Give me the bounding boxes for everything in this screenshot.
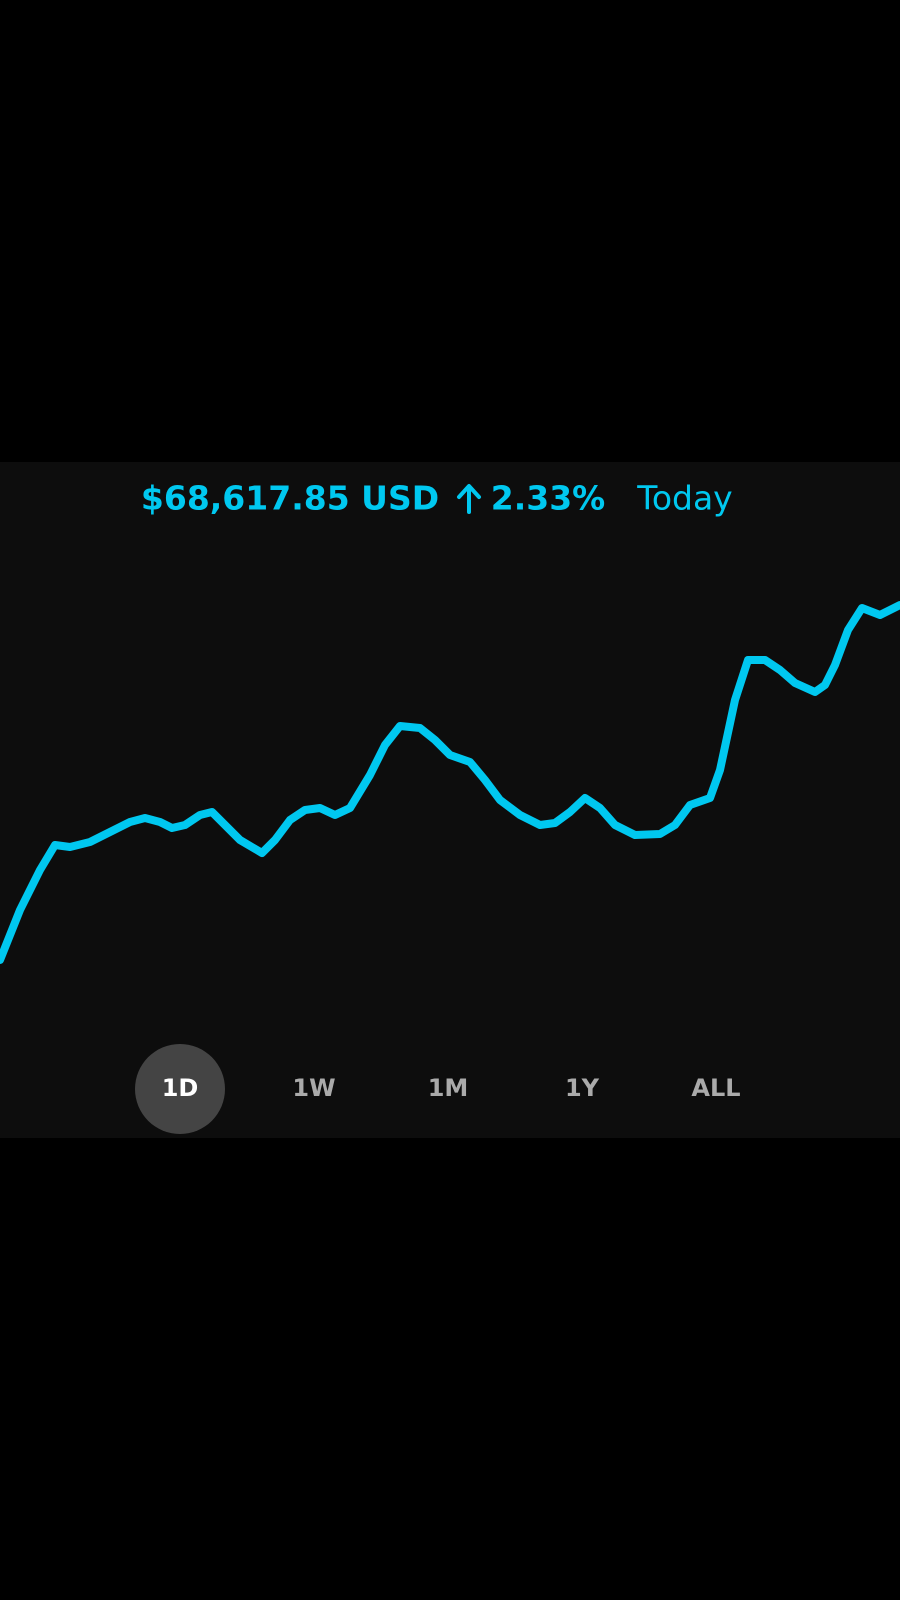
range-button[interactable]: 1W	[292, 1074, 335, 1102]
price: $68,617.85 USD	[141, 479, 439, 518]
range-button[interactable]: 1Y	[565, 1074, 600, 1102]
price-line	[0, 601, 900, 964]
range-button[interactable]: 1D	[162, 1074, 199, 1102]
range-button[interactable]: 1M	[428, 1074, 469, 1102]
selected-indicator	[135, 1044, 225, 1134]
range-buttons: 1D 1W 1M 1Y ALL	[135, 1044, 741, 1134]
panel	[0, 462, 900, 1138]
change: 2.33%	[491, 479, 606, 518]
chart	[0, 601, 900, 964]
range-button[interactable]: ALL	[691, 1074, 740, 1102]
up-arrow	[457, 484, 481, 514]
period: Today	[636, 479, 732, 518]
